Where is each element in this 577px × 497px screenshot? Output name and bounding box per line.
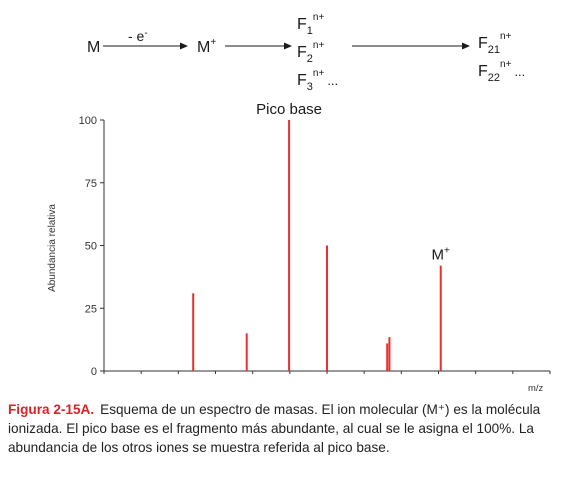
annotations: Pico base M+ [256,101,450,264]
scheme-m: M [87,39,100,56]
y-tick-label: 50 [85,241,97,253]
y-tick-label: 25 [85,303,97,315]
peak-annotation: M+ [432,246,451,264]
x-ticks [103,371,551,374]
fragmentation-scheme: M - e- M+ F1n+ F2n+ F3n+... F21n+ F22n+.… [87,12,525,93]
scheme-f3: F3n+... [297,68,338,93]
y-tick-label: 75 [85,178,97,190]
x-axis-label: m/z [528,383,544,394]
peaks [192,120,442,371]
figure-caption: Figura 2-15A. Esquema de un espectro de m… [8,400,570,457]
peak-annotation: Pico base [256,101,322,118]
scheme-arrowhead-2 [284,42,292,50]
y-tick-label: 100 [79,115,97,127]
scheme-arrowhead-1 [180,42,188,50]
scheme-m-plus: M+ [197,37,216,56]
scheme-f21: F21n+ [478,31,512,56]
scheme-arrow-label: - e- [128,28,148,44]
caption-text: Esquema de un espectro de masas. El ion … [8,402,541,455]
mass-spectrum-chart: 0 25 50 75 100 Pico base M+ Abundancia relati… [47,101,551,394]
scheme-f1: F1n+ [297,12,324,37]
y-tick-label: 0 [91,366,97,378]
scheme-arrowhead-3 [462,42,470,50]
scheme-f2: F2n+ [297,40,324,65]
y-axis-label: Abundancia relativa [47,204,58,292]
y-ticks: 0 25 50 75 100 [79,115,104,378]
scheme-f22: F22n+... [478,59,525,84]
figure-label: Figura 2-15A. [8,402,95,417]
